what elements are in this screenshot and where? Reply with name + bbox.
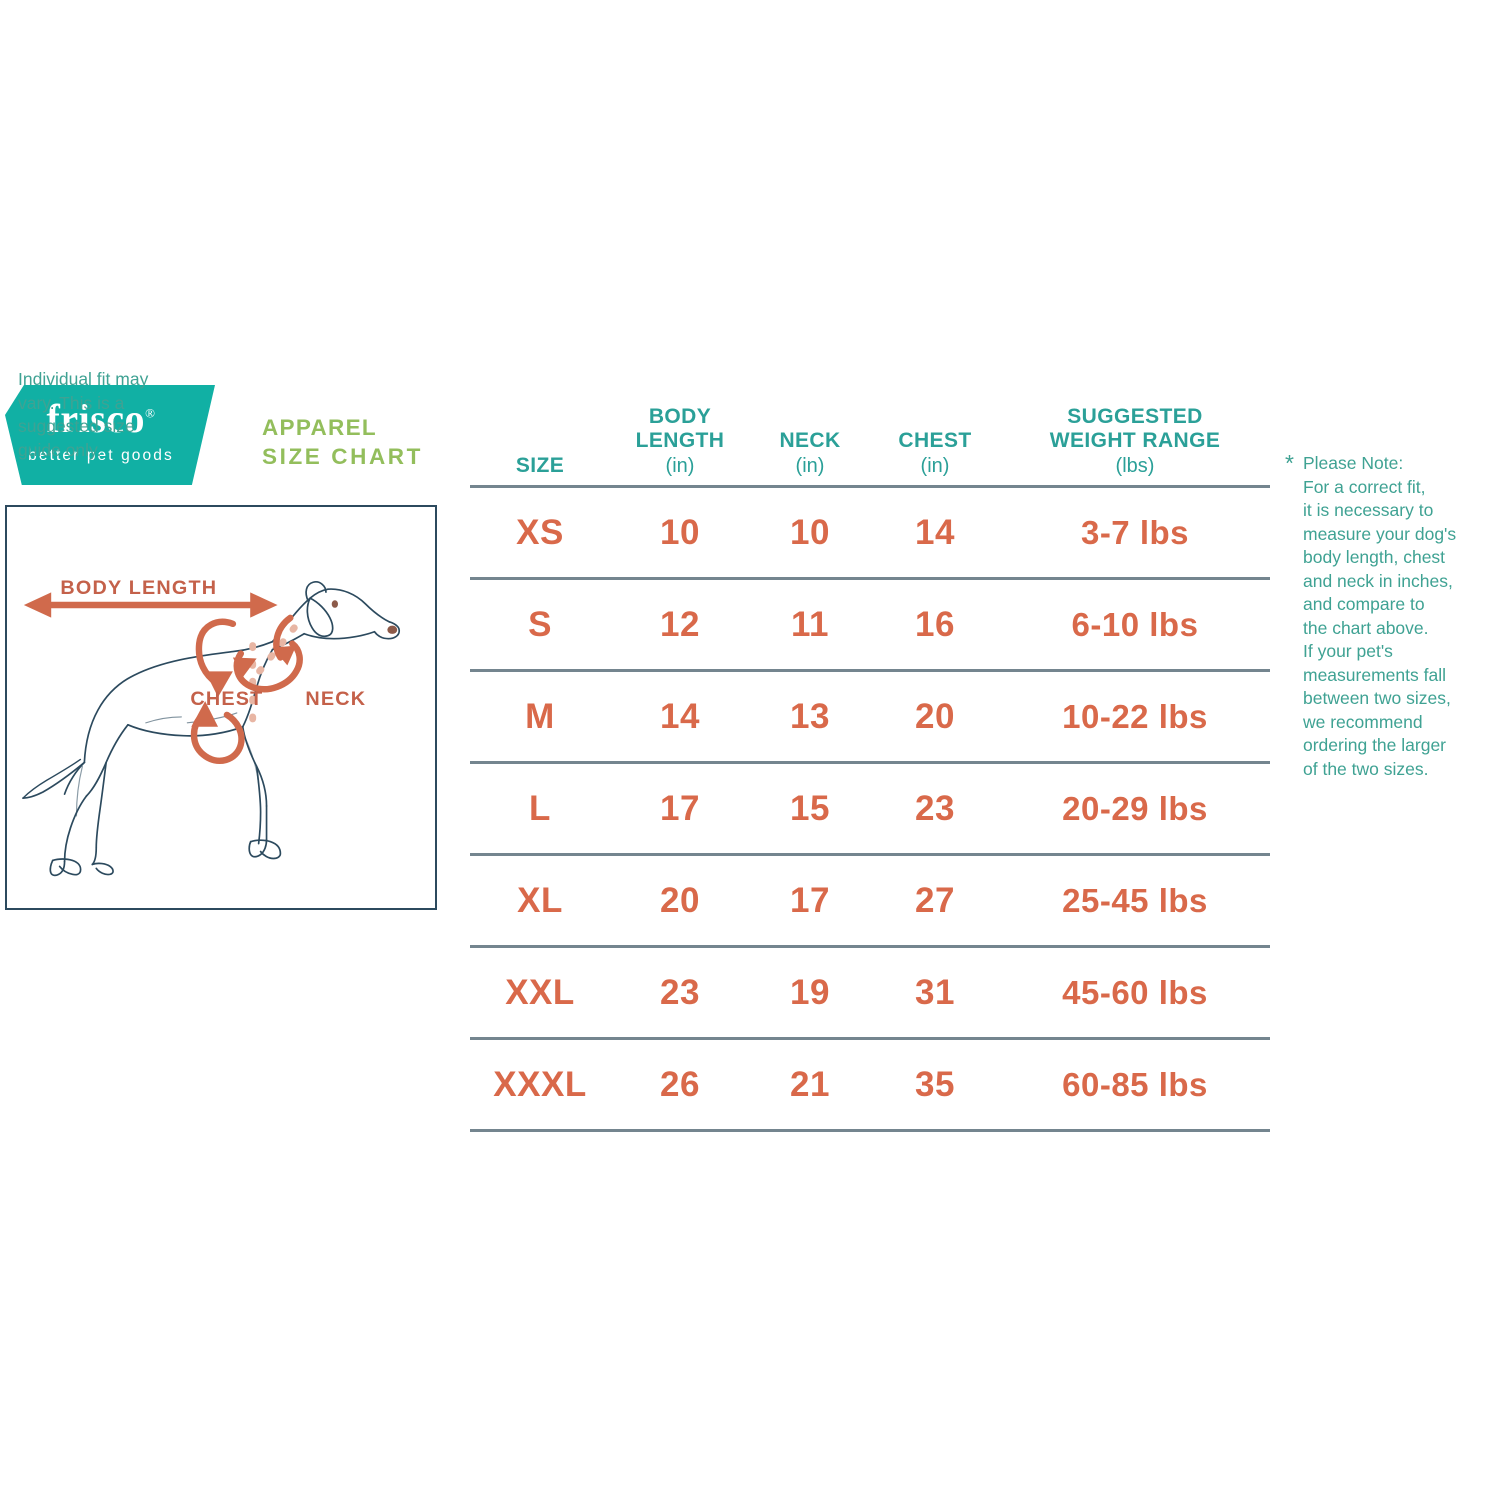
column-header-body-length: BODY LENGTH (in) — [610, 405, 750, 489]
unit-weight: (lbs) — [1115, 455, 1155, 478]
cell-size: L — [470, 762, 610, 857]
cell-chest: 31 — [870, 946, 1000, 1041]
body-length-arrow — [23, 592, 278, 618]
table-row: XXXL 26 21 35 60-85 lbs — [470, 1038, 1270, 1133]
page-title-line2: SIZE CHART — [262, 443, 423, 469]
cell-size: XXL — [470, 946, 610, 1041]
cell-body-length: 17 — [610, 762, 750, 857]
dog-nose — [387, 625, 398, 634]
cell-chest: 27 — [870, 854, 1000, 949]
cell-body-length: 20 — [610, 854, 750, 949]
registered-trademark-icon: ® — [145, 405, 156, 421]
column-header-neck: NECK (in) — [750, 405, 870, 489]
cell-weight-range: 6-10 lbs — [1000, 578, 1270, 673]
note-main-text: Please Note: For a correct fit, it is ne… — [1303, 453, 1457, 779]
size-chart-table: SIZE BODY LENGTH (in) NECK (in) CHEST (i… — [470, 405, 1270, 1133]
unit-body-length: (in) — [665, 455, 695, 478]
cell-chest: 35 — [870, 1038, 1000, 1133]
table-row: L 17 15 23 20-29 lbs — [470, 762, 1270, 857]
table-row: XXL 23 19 31 45-60 lbs — [470, 946, 1270, 1041]
cell-size: XL — [470, 854, 610, 949]
logo-wordmark: frisco® — [5, 399, 197, 439]
table-row: XL 20 17 27 25-45 lbs — [470, 854, 1270, 949]
neck-arrow-head-down — [272, 645, 297, 666]
dog-measurement-diagram: BODY LENGTH CHEST NECK — [22, 577, 401, 877]
cell-body-length: 12 — [610, 578, 750, 673]
neck-dashed-guide — [251, 624, 298, 681]
cell-chest: 14 — [870, 486, 1000, 581]
cell-chest: 23 — [870, 762, 1000, 857]
brand-logo: frisco® better pet goods — [5, 385, 215, 485]
cell-neck: 17 — [750, 854, 870, 949]
cell-body-length: 10 — [610, 486, 750, 581]
chest-arrow-head-down — [205, 671, 233, 698]
cell-chest: 20 — [870, 670, 1000, 765]
table-row: S 12 11 16 6-10 lbs — [470, 578, 1270, 673]
table-row: XS 10 10 14 3-7 lbs — [470, 486, 1270, 581]
measurement-diagram-panel: BODY LENGTH CHEST NECK — [5, 505, 437, 910]
cell-weight-range: 45-60 lbs — [1000, 946, 1270, 1041]
table-row: M 14 13 20 10-22 lbs — [470, 670, 1270, 765]
cell-weight-range: 10-22 lbs — [1000, 670, 1270, 765]
page-title: APPAREL SIZE CHART — [262, 414, 462, 472]
page-title-line1: APPAREL — [262, 415, 377, 440]
cell-neck: 15 — [750, 762, 870, 857]
cell-weight-range: 20-29 lbs — [1000, 762, 1270, 857]
neck-label: NECK — [305, 688, 366, 710]
cell-neck: 10 — [750, 486, 870, 581]
dog-eye — [331, 600, 339, 608]
cell-neck: 13 — [750, 670, 870, 765]
cell-chest: 16 — [870, 578, 1000, 673]
table-header: SIZE BODY LENGTH (in) NECK (in) CHEST (i… — [470, 405, 1270, 489]
asterisk-icon: * — [1285, 450, 1294, 476]
logo-tagline: better pet goods — [28, 447, 174, 464]
column-header-chest: CHEST (in) — [870, 405, 1000, 489]
cell-size: S — [470, 578, 610, 673]
column-header-size: SIZE — [470, 405, 610, 489]
cell-body-length: 14 — [610, 670, 750, 765]
cell-body-length: 26 — [610, 1038, 750, 1133]
cell-size: M — [470, 670, 610, 765]
unit-neck: (in) — [795, 455, 825, 478]
cell-neck: 21 — [750, 1038, 870, 1133]
cell-size: XS — [470, 486, 610, 581]
table-body: XS 10 10 14 3-7 lbs S 12 11 16 6-10 lbs M 14 13 20 10-… — [470, 486, 1270, 1133]
logo-brand-name: frisco — [46, 396, 146, 441]
unit-chest: (in) — [920, 455, 950, 478]
chest-label: CHEST — [190, 688, 263, 710]
logo-badge-shape — [5, 385, 215, 485]
cell-size: XXXL — [470, 1038, 610, 1133]
cell-neck: 11 — [750, 578, 870, 673]
column-header-weight-range: SUGGESTED WEIGHT RANGE (lbs) — [1000, 405, 1270, 489]
cell-body-length: 23 — [610, 946, 750, 1041]
cell-weight-range: 60-85 lbs — [1000, 1038, 1270, 1133]
neck-arrow-head-up — [232, 657, 257, 678]
note-secondary-text: Individual fit may vary. This is a sugge… — [18, 369, 149, 460]
chest-arrow-head-up — [191, 701, 219, 727]
cell-neck: 19 — [750, 946, 870, 1041]
cell-weight-range: 25-45 lbs — [1000, 854, 1270, 949]
body-length-label: BODY LENGTH — [60, 577, 217, 599]
please-note-block: * Please Note: For a correct fit, it is … — [1285, 452, 1490, 781]
size-chart-table-wrapper: SIZE BODY LENGTH (in) NECK (in) CHEST (i… — [470, 405, 1270, 1133]
cell-weight-range: 3-7 lbs — [1000, 486, 1270, 581]
